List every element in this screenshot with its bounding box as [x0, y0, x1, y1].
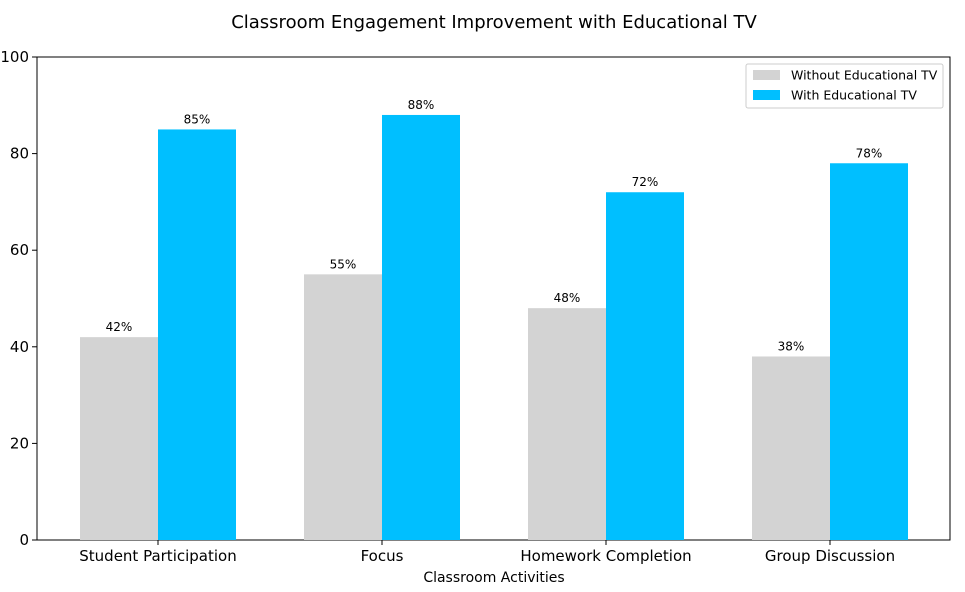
data-label-with-0: 85%	[184, 112, 211, 126]
bar-without-2	[528, 308, 606, 540]
legend-swatch-with	[753, 90, 780, 100]
y-tick-label: 40	[10, 338, 29, 356]
x-tick-label: Focus	[361, 547, 404, 565]
bar-with-3	[830, 163, 908, 540]
data-label-without-1: 55%	[330, 257, 357, 271]
legend-label-with: With Educational TV	[791, 88, 917, 103]
bar-with-0	[158, 129, 236, 540]
bar-without-1	[304, 274, 382, 540]
x-tick-label: Student Participation	[79, 547, 236, 565]
data-label-without-3: 38%	[778, 339, 805, 353]
data-label-without-2: 48%	[554, 291, 581, 305]
legend-label-without: Without Educational TV	[791, 68, 938, 83]
y-tick-label: 60	[10, 241, 29, 259]
data-labels-group: 42% 55% 48% 38% 85% 88% 72% 78%	[106, 98, 883, 353]
y-tick-label: 80	[10, 145, 29, 163]
bar-with-2	[606, 192, 684, 541]
y-tick-label: 0	[19, 531, 29, 549]
legend-box	[745, 63, 944, 109]
chart-title: Classroom Engagement Improvement with Ed…	[231, 12, 757, 33]
data-label-with-1: 88%	[408, 98, 435, 112]
bar-without-3	[752, 356, 830, 540]
y-tick-label: 100	[0, 48, 29, 66]
x-axis-label: Classroom Activities	[423, 570, 564, 586]
x-axis: Student Participation Focus Homework Compl…	[79, 540, 895, 565]
x-tick-label: Homework Completion	[520, 547, 691, 565]
bar-with-1	[382, 114, 460, 541]
x-tick-label: Group Discussion	[765, 547, 895, 565]
y-tick-label: 20	[10, 434, 29, 452]
plot-area	[36, 56, 951, 541]
legend-swatch-without	[753, 70, 780, 80]
data-label-with-3: 78%	[856, 146, 883, 160]
bar-without-0	[80, 337, 158, 540]
y-axis: 0 20 40 60 80 100	[0, 48, 37, 549]
legend: Without Educational TV With Educational T…	[745, 63, 944, 109]
data-label-without-0: 42%	[106, 320, 133, 334]
bars-group	[80, 114, 908, 541]
data-label-with-2: 72%	[632, 175, 659, 189]
